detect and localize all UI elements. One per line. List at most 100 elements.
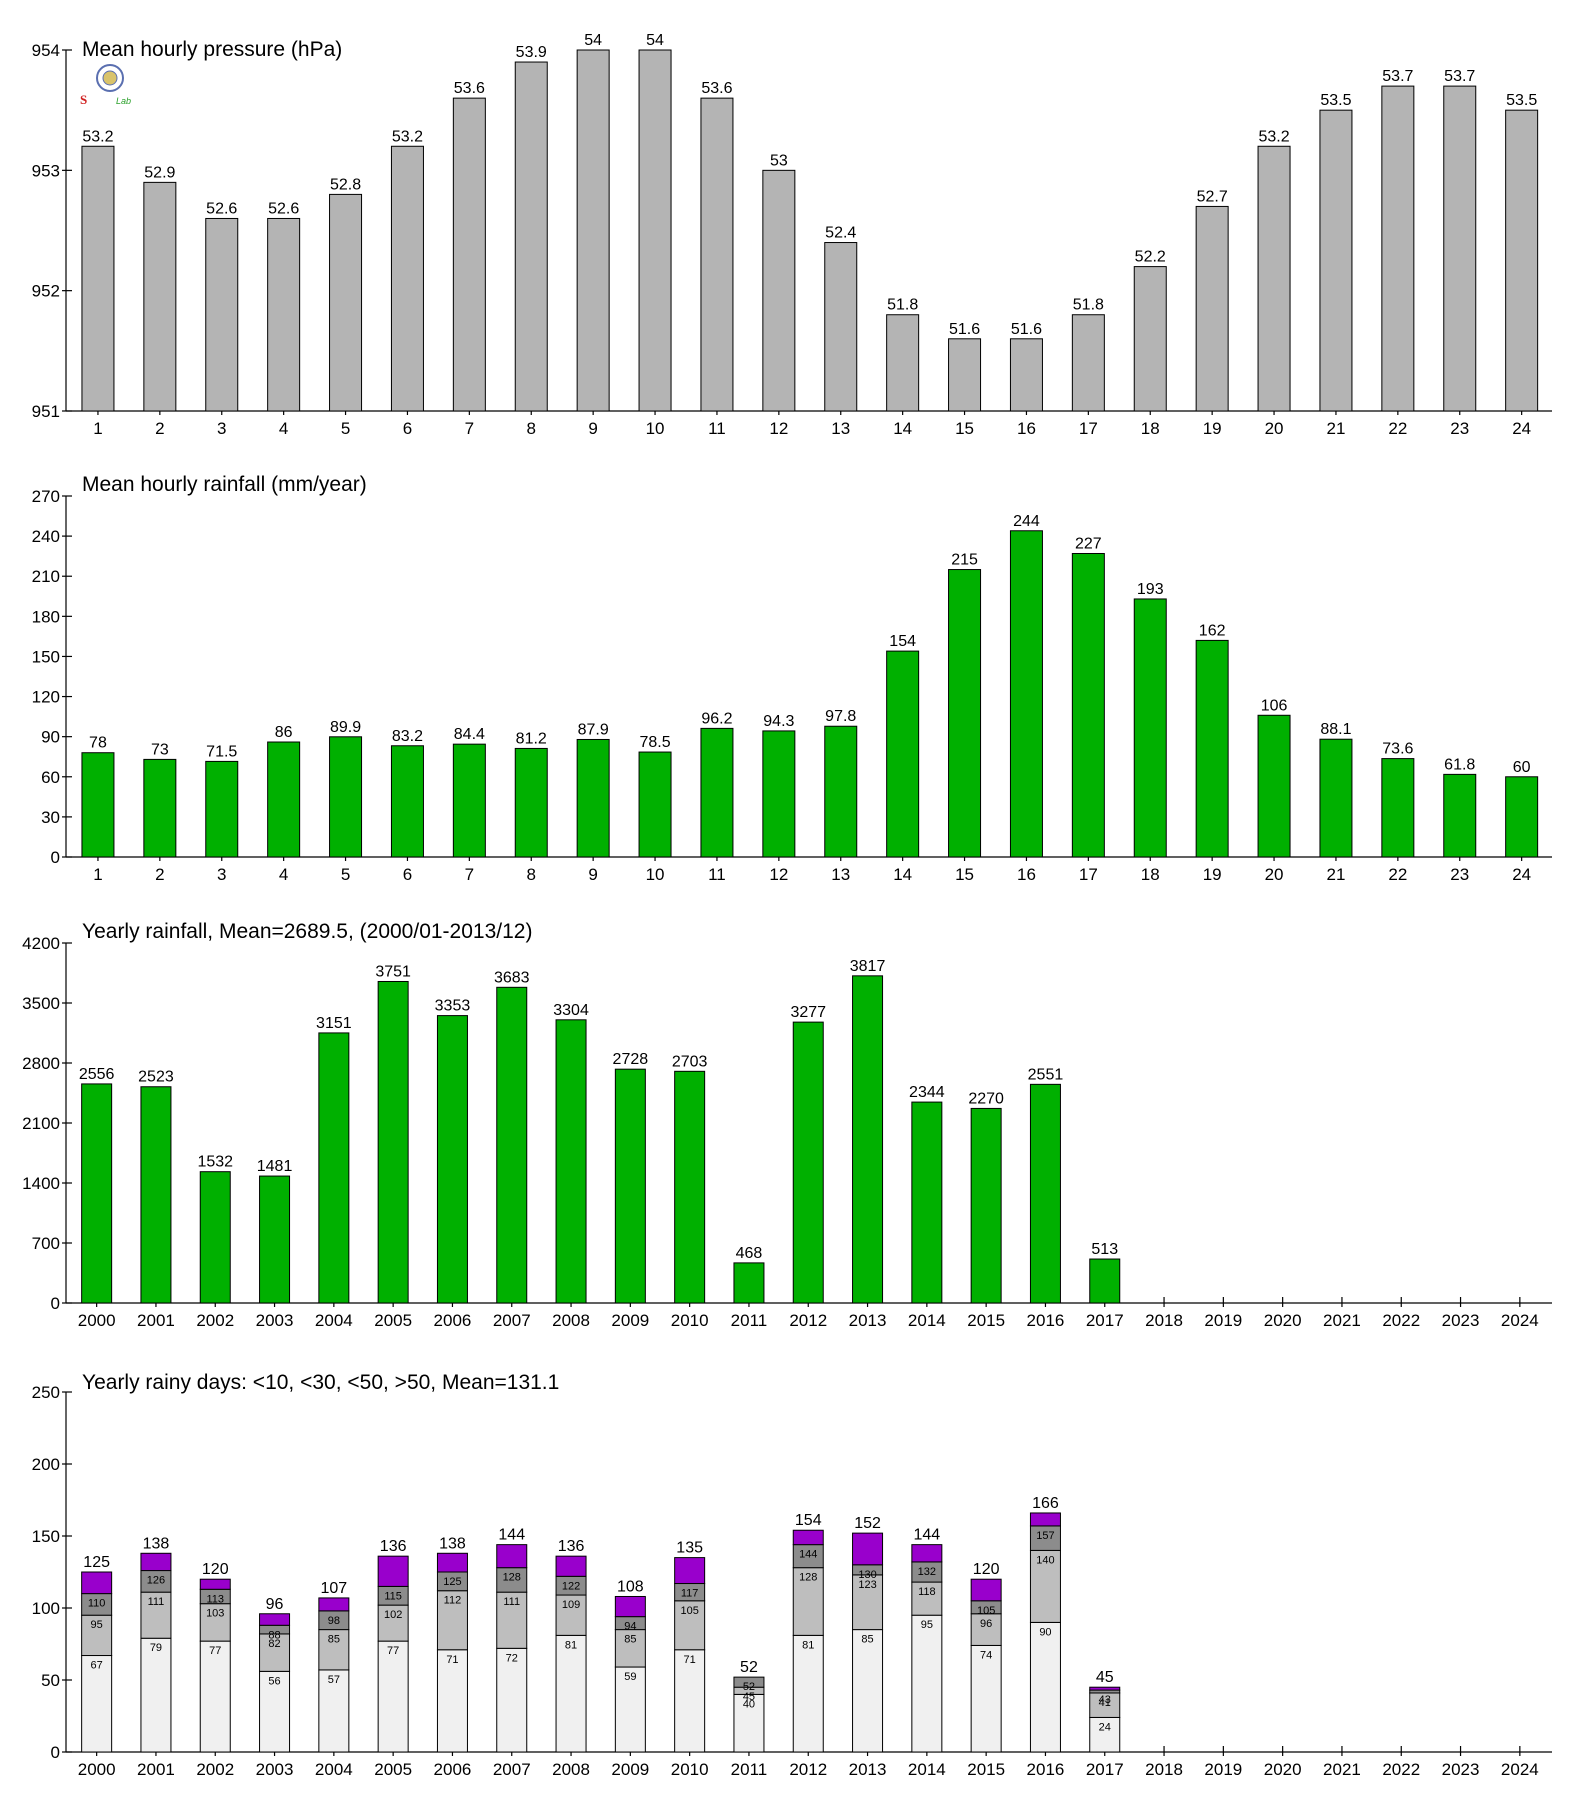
y-tick-label: 210 [32,567,60,586]
x-tick-label: 9 [588,865,597,884]
stack-segment-label: 110 [88,1598,106,1610]
stack-segment [1029,1525,1061,1551]
stack-total-label: 166 [1032,1495,1059,1512]
stack-segment [81,1655,113,1753]
x-tick-label: 3 [217,419,226,438]
x-tick-label: 2003 [256,1311,294,1330]
bar [1133,266,1167,412]
bar [576,738,610,858]
bar [1381,85,1415,412]
stack-total-label: 45 [1096,1669,1114,1686]
bar [638,751,672,858]
bar-value-label: 154 [889,633,916,650]
bar-value-label: 468 [736,1245,763,1262]
bar [576,49,610,412]
stack-segment-label: 67 [91,1660,103,1672]
x-tick-label: 19 [1203,419,1222,438]
x-tick-label: 2007 [493,1760,531,1779]
stack-segment [436,1649,468,1753]
x-tick-label: 1 [93,865,102,884]
bar-value-label: 52.2 [1135,249,1166,266]
x-tick-label: 2000 [78,1760,116,1779]
stack-segment [970,1578,1002,1602]
x-tick-label: 2015 [967,1760,1005,1779]
x-tick-label: 2009 [611,1311,649,1330]
x-tick-label: 2004 [315,1311,353,1330]
y-tick-label: 0 [51,1743,60,1762]
bar [514,61,548,412]
x-tick-label: 24 [1512,419,1531,438]
bar [390,145,424,412]
x-tick-label: 2017 [1086,1311,1124,1330]
stack-segment-label: 122 [562,1580,580,1592]
y-tick-label: 954 [32,41,60,60]
stack-segment [555,1555,587,1577]
stack-segment-label: 157 [1036,1530,1054,1542]
bar [555,1019,587,1304]
bar [948,569,982,858]
bar [1071,314,1105,412]
y-tick-label: 120 [32,688,60,707]
bar [1195,205,1229,412]
x-tick-label: 13 [831,865,850,884]
x-tick-label: 7 [465,865,474,884]
bar-value-label: 2270 [968,1090,1004,1107]
x-tick-label: 6 [403,419,412,438]
bar-value-label: 193 [1137,581,1164,598]
x-tick-label: 14 [893,419,912,438]
bar [852,975,884,1304]
bar-value-label: 52.9 [144,164,175,181]
x-tick-label: 2005 [374,1311,412,1330]
stack-segment [674,1649,706,1753]
stack-segment [377,1640,409,1753]
bar-value-label: 1532 [197,1154,233,1171]
x-tick-label: 4 [279,865,288,884]
stack-segment-label: 95 [91,1619,103,1631]
x-tick-label: 23 [1450,419,1469,438]
x-tick-label: 2012 [789,1311,827,1330]
x-tick-label: 16 [1017,865,1036,884]
bar [1319,109,1353,412]
bar-value-label: 83.2 [392,728,423,745]
y-tick-label: 0 [51,848,60,867]
bar-value-label: 2551 [1028,1066,1064,1083]
stack-segment-label: 59 [624,1671,636,1683]
x-tick-label: 6 [403,865,412,884]
bar [700,727,734,858]
stack-segment-label: 79 [150,1642,162,1654]
bar [81,1083,113,1304]
stack-segment-label: 77 [209,1645,221,1657]
rainy-days-chart-title: Yearly rainy days: <10, <30, <50, >50, M… [82,1371,559,1394]
stack-segment-label: 57 [328,1674,340,1686]
bar-value-label: 3353 [435,998,471,1015]
stack-segment [911,1544,943,1563]
stack-segment [140,1552,172,1572]
stack-segment [852,1629,884,1753]
stack-segment [318,1597,350,1612]
stack-segment-label: 111 [503,1596,520,1608]
bar [886,314,920,412]
stack-segment-label: 132 [918,1566,936,1578]
x-tick-label: 11 [708,419,726,438]
bar [199,1171,231,1304]
bar [1443,773,1477,858]
bar-value-label: 3151 [316,1015,352,1032]
stack-segment-label: 140 [1036,1554,1054,1566]
x-tick-label: 2 [155,419,164,438]
bar-value-label: 2344 [909,1084,945,1101]
stack-segment-label: 85 [861,1634,873,1646]
bar-value-label: 87.9 [578,721,609,738]
bar [1443,85,1477,412]
stack-segment [1029,1621,1061,1753]
bar-value-label: 51.8 [1073,297,1104,314]
bar [1257,145,1291,412]
stack-segment-label: 74 [980,1649,992,1661]
stack-segment [81,1614,113,1657]
bar-value-label: 162 [1199,622,1226,639]
stack-segment-label: 126 [147,1575,165,1587]
x-tick-label: 24 [1512,865,1531,884]
x-tick-label: 2019 [1204,1311,1242,1330]
stack-segment-label: 118 [918,1586,936,1598]
stack-segment [674,1600,706,1651]
